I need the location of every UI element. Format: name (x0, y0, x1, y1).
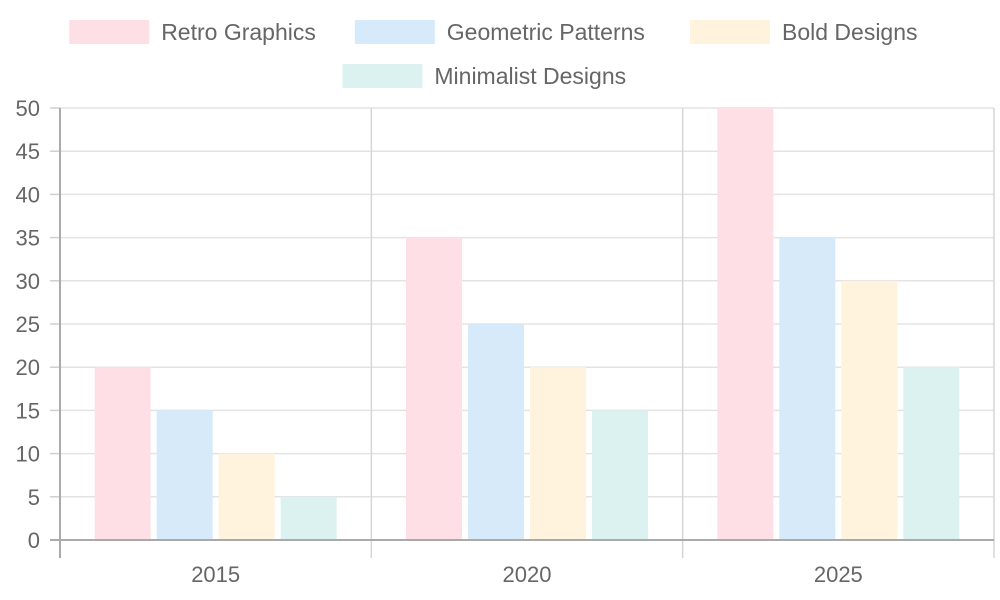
y-tick-label: 10 (16, 442, 40, 467)
bar-retro-graphics-2015[interactable] (94, 367, 151, 540)
y-tick-label: 40 (16, 182, 40, 207)
bar-minimalist-designs-2025[interactable] (903, 367, 960, 540)
y-tick-label: 35 (16, 226, 40, 251)
legend-label: Minimalist Designs (434, 63, 626, 89)
legend-swatch (342, 64, 423, 88)
grid (60, 107, 995, 558)
bar-geometric-patterns-2020[interactable] (468, 324, 524, 540)
y-tick-label: 45 (16, 139, 40, 164)
bar-retro-graphics-2020[interactable] (406, 237, 462, 540)
y-tick-label: 5 (28, 485, 40, 510)
x-tick-label: 2020 (503, 562, 552, 587)
y-tick-label: 50 (16, 96, 40, 121)
legend-label: Geometric Patterns (447, 19, 645, 45)
legend-swatch (690, 20, 770, 44)
bar-bold-designs-2025[interactable] (841, 280, 898, 540)
legend-label: Bold Designs (782, 19, 918, 45)
legend-swatch (354, 20, 435, 44)
legend-item-retro-graphics[interactable]: Retro Graphics (69, 19, 316, 45)
bar-minimalist-designs-2020[interactable] (592, 410, 648, 540)
x-tick-label: 2025 (814, 562, 863, 587)
legend[interactable]: Retro Graphics Geometric Patterns Bold Des… (69, 19, 918, 89)
bar-retro-graphics-2025[interactable] (717, 108, 774, 540)
y-tick-label: 25 (16, 312, 40, 337)
bar-bold-designs-2015[interactable] (218, 453, 275, 540)
bar-geometric-patterns-2015[interactable] (156, 410, 213, 540)
y-tick-label: 30 (16, 269, 40, 294)
bars (94, 108, 960, 540)
legend-label: Retro Graphics (161, 19, 316, 45)
legend-item-minimalist-designs[interactable]: Minimalist Designs (342, 63, 626, 89)
bar-geometric-patterns-2025[interactable] (779, 237, 836, 540)
legend-item-bold-designs[interactable]: Bold Designs (690, 19, 918, 45)
y-tick-label: 15 (16, 398, 40, 423)
y-tick-label: 0 (28, 528, 40, 553)
legend-swatch (69, 20, 150, 44)
x-tick-label: 2015 (191, 562, 240, 587)
y-tick-label: 20 (16, 355, 40, 380)
bar-minimalist-designs-2015[interactable] (280, 496, 337, 540)
legend-item-geometric-patterns[interactable]: Geometric Patterns (354, 19, 645, 45)
bar-bold-designs-2020[interactable] (530, 367, 586, 540)
